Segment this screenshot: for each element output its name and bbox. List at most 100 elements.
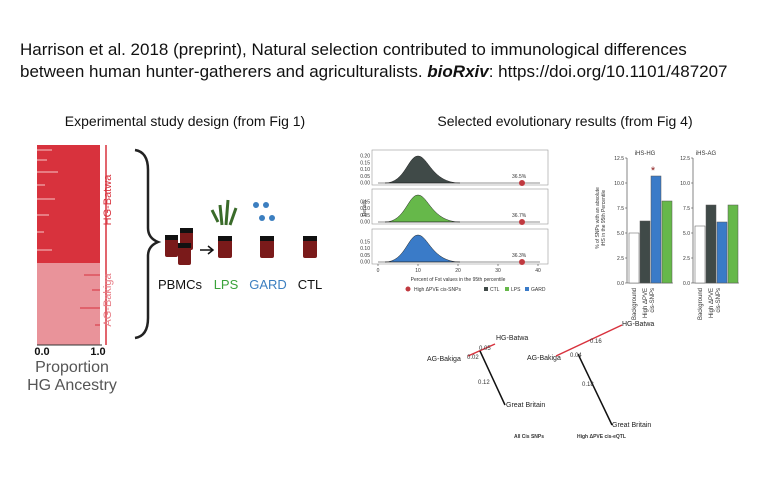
shape [259,215,265,221]
y-tick-label: 5.0 [683,231,690,237]
shape [467,343,496,357]
legend-label: High ΔPVE cis-SNPs [414,287,461,293]
legend-label: GARD [531,287,546,293]
group-label: HG-Batwa [102,174,114,226]
bar [628,232,640,284]
bar [650,175,662,284]
header-line: Harrison et al. 2018 (preprint), Natural… [20,40,687,59]
tree [467,324,623,426]
x-label: Background [632,288,638,320]
shape [303,236,317,241]
bar [705,204,717,284]
x-label: cis-SNPs [716,288,722,313]
shape [178,243,191,248]
y-tick-label: 0.00 [360,181,370,187]
branch-length: 0.16 [590,339,602,345]
shape [253,202,259,208]
chart-title: iHS-HG [635,151,656,157]
tree-label: HG-Batwa [622,321,654,328]
branch-length: 0.12 [478,380,490,386]
axis-label: HG Ancestry [27,377,117,394]
marker [519,259,525,265]
y-tick-label: 0.15 [360,160,370,166]
marker [519,180,525,186]
x-tick-label: 0 [377,268,380,274]
tree-label: Great Britain [506,402,545,409]
chart-title: iHS-AG [696,151,717,157]
gard-icon [253,202,275,258]
y-tick-label: 0.0 [683,281,690,287]
branch-length: 0.05 [479,346,491,352]
bar [716,221,728,284]
shape [263,202,269,208]
ctl-icon [303,236,317,258]
legend-label: LPS [511,287,521,293]
y-tick-label: 10.0 [614,181,624,187]
y-tick-label: 0.10 [360,167,370,173]
y-tick-label: 10.0 [680,181,690,187]
bar [661,200,673,284]
shape [178,243,191,265]
density-curve [384,155,461,184]
shape [269,215,275,221]
shape [555,324,623,357]
x-label: cis-SNPs [650,288,656,313]
axis-tick-label: 0.0 [34,346,49,358]
y-tick-label: 2.5 [617,256,624,262]
shape [218,236,232,258]
y-tick-label: 0.05 [360,213,370,219]
y-tick-label: 0.05 [360,253,370,259]
x-tick-label: 40 [535,268,541,274]
branch-length: 0.04 [570,353,582,359]
marker [519,219,525,225]
y-tick-label: 0.10 [360,206,370,212]
x-label: High ΔPVE [709,288,715,318]
axis-label: Density [362,199,368,216]
ancestry-bar [37,145,100,263]
y-tick-label: 2.5 [683,256,690,262]
shape [165,235,178,240]
lps-icon [210,199,238,258]
axis-label: % of SNPs with an absolute [595,187,601,249]
shape [303,236,317,258]
legend-marker [525,287,529,291]
shape [260,236,274,258]
y-tick-label: 0.10 [360,246,370,252]
header-text: : https://doi.org/10.1101/487207 [489,62,728,81]
ancestry-stripes [37,149,58,251]
shape [210,199,238,226]
axis-label: iHS in the 95th Percentile [601,190,607,247]
panel-title: Experimental study design (from Fig 1) [65,113,305,129]
y-tick-label: 7.5 [617,206,624,212]
value-label: 36.3% [512,253,527,259]
significance-star: * [651,165,656,177]
y-tick-label: 0.0 [617,281,624,287]
bar [727,204,739,284]
y-tick-label: 12.5 [680,156,690,162]
header-text: between human hunter-gatherers and agric… [20,62,427,81]
ancestry-bar [37,263,100,345]
shape [218,236,232,241]
condition-label: LPS [214,277,239,292]
value-label: 36.7% [512,213,527,219]
y-tick-label: 7.5 [683,206,690,212]
x-tick-label: 10 [415,268,421,274]
tree-caption: High ΔPVE cis-eQTL [577,434,626,440]
group-label: AG-Bakiga [102,273,114,327]
brace [134,148,162,340]
y-tick-label: 0.00 [360,260,370,266]
x-tick-label: 30 [495,268,501,274]
shape [180,228,193,233]
axis-label: Percent of Fst values in the 95th percen… [411,277,506,283]
bar [639,220,651,284]
shape [260,236,274,241]
legend-marker [484,287,488,291]
condition-label: GARD [249,277,287,292]
ancestry-stripes [80,274,100,326]
legend-marker [405,286,411,292]
y-tick-label: 5.0 [617,231,624,237]
tree-label: AG-Bakiga [427,356,461,363]
bar [694,225,706,284]
branch-length: 0.02 [467,355,479,361]
